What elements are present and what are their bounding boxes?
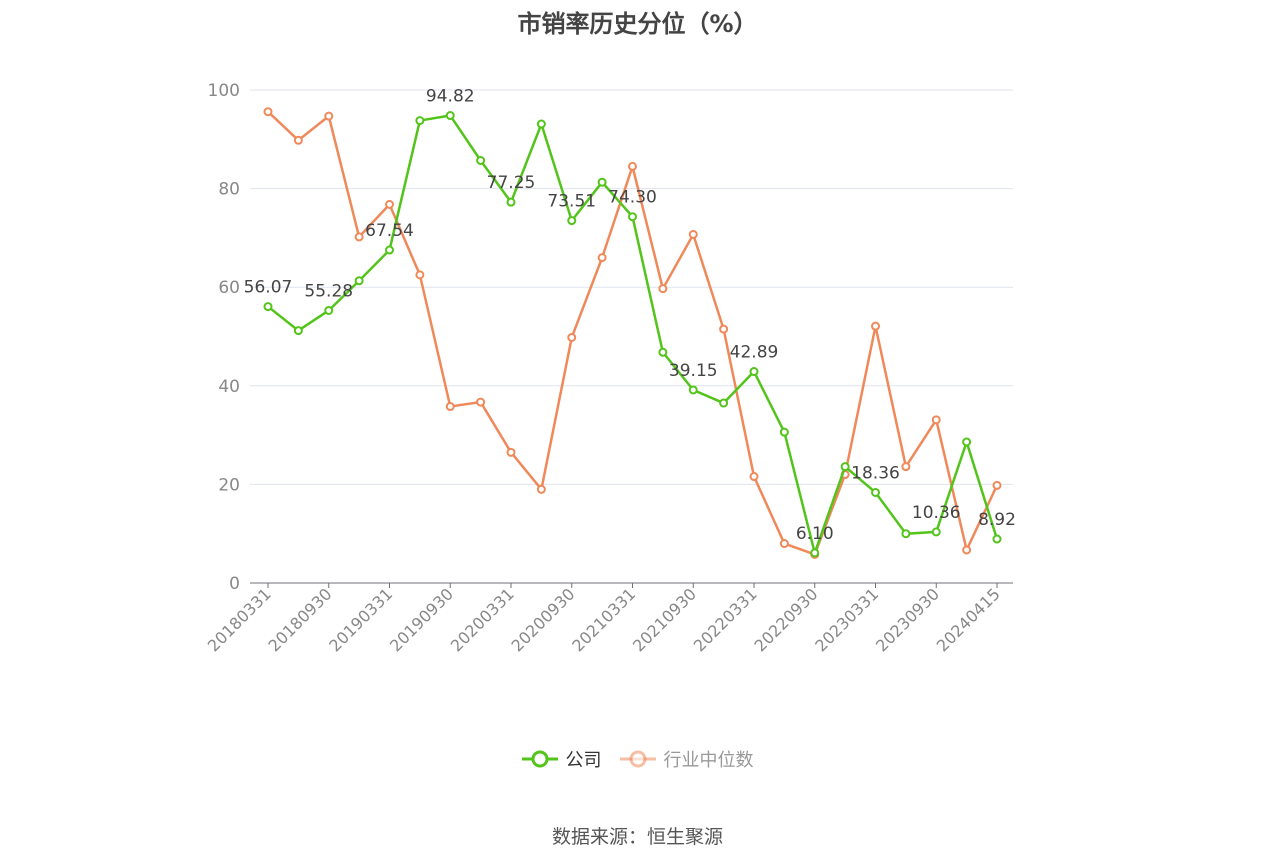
company-point	[840, 462, 850, 472]
industry-point	[506, 447, 516, 457]
company-point	[628, 212, 637, 222]
company-point	[719, 398, 729, 408]
x-tick-label: 20230930	[872, 584, 943, 655]
legend-item-industry-median[interactable]: 行业中位数	[619, 746, 754, 772]
y-tick-label: 40	[218, 377, 240, 397]
industry-point	[567, 332, 577, 342]
series-line-company	[267, 114, 999, 555]
company-point	[658, 347, 668, 357]
company-point	[415, 116, 425, 126]
company-point	[871, 487, 880, 497]
industry-point	[901, 462, 911, 472]
data-label: 39.15	[669, 361, 718, 381]
company-point	[931, 527, 941, 537]
x-tick-label: 20190331	[325, 584, 396, 655]
industry-point	[415, 270, 425, 280]
data-source: 数据来源：恒生聚源	[551, 826, 723, 848]
industry-point	[476, 397, 486, 407]
data-label: 6.10	[796, 524, 834, 544]
industry-point	[871, 321, 880, 331]
x-tick-label: 20200331	[447, 584, 518, 655]
company-point	[536, 119, 546, 129]
legend-industry-label: 行业中位数	[663, 750, 754, 771]
industry-point	[445, 402, 455, 412]
y-tick-label: 80	[218, 180, 240, 200]
industry-point	[688, 229, 698, 239]
data-label: 67.54	[365, 221, 414, 241]
data-label: 10.36	[912, 503, 961, 523]
industry-point	[779, 539, 789, 549]
x-tick-label: 20200930	[508, 584, 579, 655]
x-tick-label: 20220331	[690, 584, 761, 655]
company-point	[506, 197, 516, 207]
legend-item-company[interactable]: 公司	[521, 746, 602, 772]
chart-title: 市销率历史分位（%）	[517, 10, 758, 38]
industry-point	[536, 484, 546, 494]
company-point	[597, 177, 607, 187]
line-chart: 0 20 40 60 80 100 2018033120180930201903312019…	[204, 81, 1016, 655]
industry-point	[931, 415, 941, 425]
company-point	[779, 427, 789, 437]
industry-point	[658, 284, 668, 294]
industry-point	[324, 111, 334, 121]
industry-point	[962, 545, 972, 555]
data-label: 74.30	[608, 188, 657, 208]
company-point	[810, 548, 820, 558]
company-point	[688, 385, 698, 395]
legend-company-label: 公司	[565, 750, 602, 771]
x-tick-label: 20210331	[568, 584, 639, 655]
legend-company-swatch-icon	[521, 750, 558, 768]
data-label: 94.82	[426, 87, 475, 107]
data-label: 18.36	[851, 463, 900, 483]
x-tick-label: 20210930	[629, 584, 700, 655]
y-tick-label: 60	[218, 278, 240, 298]
industry-point	[719, 324, 729, 334]
industry-point	[263, 107, 273, 117]
company-point	[385, 245, 394, 255]
y-tick-label: 100	[208, 81, 240, 101]
data-label: 42.89	[730, 343, 779, 363]
data-label: 55.28	[304, 281, 353, 301]
company-point	[293, 326, 303, 336]
industry-point	[385, 199, 394, 209]
y-tick-label: 0	[229, 574, 240, 594]
legend-industry-swatch-icon	[619, 750, 656, 768]
data-label: 56.07	[244, 278, 293, 298]
x-tick-label: 20220930	[751, 584, 822, 655]
company-point	[263, 302, 273, 312]
legend: 公司 行业中位数	[0, 746, 1275, 772]
series-line-industry	[267, 110, 999, 556]
industry-point	[628, 161, 637, 171]
x-tick-label: 20230331	[811, 584, 882, 655]
company-point	[901, 529, 911, 539]
company-point	[749, 367, 759, 377]
company-point	[567, 216, 577, 226]
x-tick-label: 20190930	[386, 584, 457, 655]
industry-point	[597, 253, 607, 263]
company-point	[962, 437, 972, 447]
industry-point	[354, 232, 364, 242]
company-point	[445, 111, 455, 121]
x-tick-label: 20180930	[265, 584, 336, 655]
data-label: 73.51	[547, 192, 596, 212]
industry-point	[749, 472, 759, 482]
company-point	[324, 305, 334, 315]
data-label: 77.25	[487, 173, 536, 193]
y-tick-label: 20	[218, 475, 240, 495]
data-label: 8.92	[978, 510, 1016, 530]
industry-point	[992, 480, 1002, 490]
x-tick-label: 20180331	[204, 584, 275, 655]
company-point	[992, 534, 1002, 544]
company-point	[476, 155, 486, 165]
industry-point	[293, 135, 303, 145]
x-tick-label: 20240415	[933, 584, 1004, 655]
company-point	[354, 276, 364, 286]
